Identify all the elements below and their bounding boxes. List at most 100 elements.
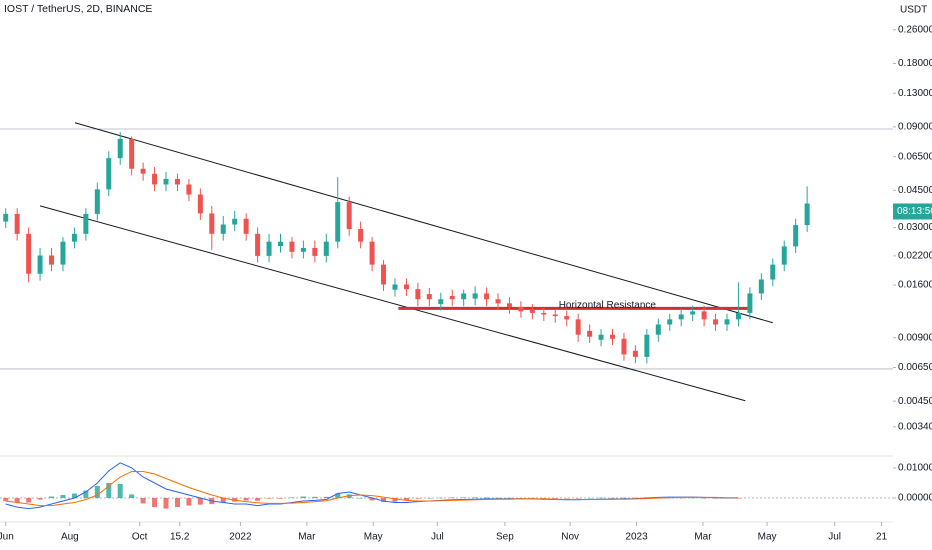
y-tick-label: 0.00450 [898, 396, 932, 407]
candle-body [770, 264, 776, 280]
x-tick-label: Jun [0, 532, 14, 543]
macd-histogram-bar [243, 498, 249, 501]
macd-histogram-bar [60, 495, 66, 499]
macd-histogram-bar [358, 498, 364, 499]
y-tick-label: 0.26000 [898, 24, 932, 35]
candle-body [129, 138, 135, 169]
candle-body [186, 184, 192, 195]
x-tick-label: Mar [298, 532, 316, 543]
candle-body [94, 189, 100, 214]
macd-histogram-bar [163, 498, 169, 509]
candle-body [37, 255, 43, 274]
candle-body [60, 241, 66, 265]
macd-histogram-bar [632, 497, 638, 499]
macd-y-tick-label: 0.01000 [898, 463, 932, 474]
macd-histogram-bar [255, 498, 261, 501]
x-tick-label: 2022 [229, 532, 252, 543]
macd-histogram-bar [495, 497, 501, 499]
macd-histogram-bar [506, 497, 512, 499]
macd-histogram-bar [598, 497, 604, 499]
annotation: Horizontal Resistance [559, 300, 657, 311]
macd-histogram-bar [3, 498, 9, 502]
candle-body [369, 241, 375, 265]
macd-histogram-bar [461, 497, 467, 499]
macd-histogram-bar [587, 498, 593, 499]
y-tick-label: 0.06500 [898, 151, 932, 162]
y-tick-label: 0.01600 [898, 280, 932, 291]
macd-histogram-bar [449, 497, 455, 499]
macd-histogram-bar [152, 498, 158, 508]
y-tick-label: 0.04500 [898, 185, 932, 196]
candle-body [243, 218, 249, 234]
candle-body [484, 293, 490, 300]
macd-histogram-bar [438, 497, 444, 499]
candle-body [152, 173, 158, 185]
candle-body [552, 314, 558, 317]
macd-histogram-bar [415, 498, 421, 499]
macd-histogram-bar [71, 493, 77, 499]
macd-histogram-bar [369, 498, 375, 501]
candle-body [197, 194, 203, 214]
candle-body [495, 299, 501, 304]
candle-body [106, 158, 112, 190]
candle-body [381, 264, 387, 285]
macd-histogram-bar [197, 498, 203, 505]
macd-histogram-bar [335, 493, 341, 499]
macd-histogram-bar [403, 498, 409, 501]
y-tick-label: 0.03000 [898, 222, 932, 233]
candle-body [277, 241, 283, 247]
macd-histogram-bar [129, 494, 135, 499]
macd-histogram-bar [529, 498, 535, 499]
candle-body [701, 311, 707, 320]
macd-histogram-bar [575, 498, 581, 499]
x-tick-label: Nov [561, 532, 579, 543]
candle-body [426, 294, 432, 300]
macd-histogram-bar [49, 496, 55, 499]
x-tick-label: 21 [876, 532, 888, 543]
macd-histogram-bar [690, 497, 696, 499]
x-tick-label: Oct [132, 532, 148, 543]
candle-body [403, 284, 409, 290]
macd-histogram-bar [381, 498, 387, 502]
y-unit: USDT [900, 5, 927, 16]
candle-body [644, 334, 650, 357]
macd-histogram-bar [26, 498, 32, 503]
macd-histogram-bar [300, 496, 306, 499]
candle-body [117, 138, 123, 159]
macd-histogram-bar [678, 497, 684, 499]
trend-line [39, 205, 746, 402]
macd-histogram-bar [266, 498, 272, 499]
candle-body [255, 233, 261, 256]
candle-body [518, 306, 524, 312]
candle-body [49, 255, 55, 265]
candle-body [747, 293, 753, 313]
countdown: 08:13:50 [897, 206, 932, 217]
candle-body [449, 295, 455, 300]
candle-body [529, 309, 535, 313]
candle-body [667, 319, 673, 325]
candle-body [438, 299, 444, 305]
x-tick-label: Mar [694, 532, 712, 543]
macd-histogram-bar [174, 498, 180, 508]
macd-histogram-bar [312, 496, 318, 499]
macd-histogram-bar [220, 498, 226, 503]
macd-histogram-bar [713, 498, 719, 499]
candle-body [713, 319, 719, 325]
macd-histogram-bar [277, 498, 283, 499]
y-tick-label: 0.00900 [898, 332, 932, 343]
candle-body [174, 178, 180, 185]
macd-histogram-bar [610, 498, 616, 499]
y-tick-label: 0.02200 [898, 251, 932, 262]
candle-body [632, 350, 638, 357]
candle-body [804, 203, 810, 226]
candle-body [289, 241, 295, 252]
price-label-box [893, 203, 932, 220]
candle-body [71, 233, 77, 242]
macd-histogram-bar [484, 497, 490, 499]
macd-histogram-bar [83, 490, 89, 499]
x-tick-label: Aug [61, 532, 79, 543]
macd-histogram-bar [14, 498, 20, 503]
candle-body [140, 168, 146, 174]
macd-histogram-bar [37, 498, 43, 500]
